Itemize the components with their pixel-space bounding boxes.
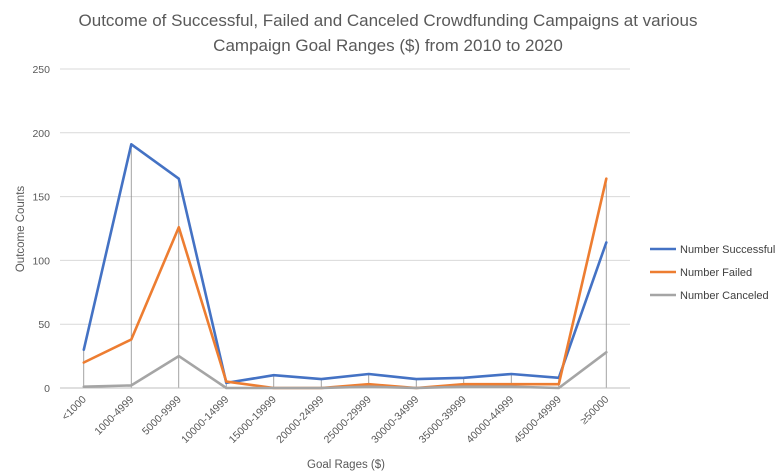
x-tick-label: <1000 <box>60 394 89 423</box>
series-line-2 <box>82 177 608 390</box>
chart-title-line-2: Campaign Goal Ranges ($) from 2010 to 20… <box>213 36 563 55</box>
series-lines <box>82 143 608 390</box>
y-tick-label: 0 <box>44 383 50 395</box>
x-tick-label: 25000-29999 <box>322 394 374 446</box>
legend-item: Number Successful <box>650 244 775 256</box>
x-tick-label: 20000-24999 <box>274 394 326 446</box>
y-axis-ticks: 0 50 100 150 200 250 <box>32 64 50 395</box>
y-tick-label: 100 <box>32 255 50 267</box>
x-tick-label: ≥50000 <box>578 394 611 427</box>
series-line-3 <box>82 350 608 390</box>
legend-label: Number Failed <box>680 267 752 279</box>
x-axis-ticks: <1000 1000-4999 5000-999910000-1499915000-… <box>60 394 612 446</box>
x-tick-label: 45000-49999 <box>512 394 564 446</box>
x-tick-label: 35000-39999 <box>417 394 469 446</box>
x-tick-label: 15000-19999 <box>227 394 279 446</box>
y-tick-label: 50 <box>38 319 50 331</box>
y-axis-label: Outcome Counts <box>15 186 27 273</box>
x-tick-label: 10000-14999 <box>179 394 231 446</box>
chart-title-line-1: Outcome of Successful, Failed and Cancel… <box>79 11 698 30</box>
x-tick-label: 1000-4999 <box>92 394 136 438</box>
x-axis-label: Goal Rages ($) <box>307 459 385 471</box>
gridlines <box>60 68 630 325</box>
legend-label: Number Successful <box>680 244 775 256</box>
x-tick-label: 40000-44999 <box>464 394 516 446</box>
legend-item: Number Failed <box>650 267 752 279</box>
legend-label: Number Canceled <box>680 290 769 302</box>
y-tick-label: 200 <box>32 128 50 140</box>
legend-item: Number Canceled <box>650 290 769 302</box>
y-tick-label: 250 <box>32 64 50 76</box>
legend: Number Successful Number Failed Number Can… <box>650 244 775 302</box>
y-tick-label: 150 <box>32 192 50 204</box>
x-tick-label: 5000-9999 <box>140 394 184 438</box>
series-line-1 <box>82 143 608 385</box>
x-tick-label: 30000-34999 <box>369 394 421 446</box>
